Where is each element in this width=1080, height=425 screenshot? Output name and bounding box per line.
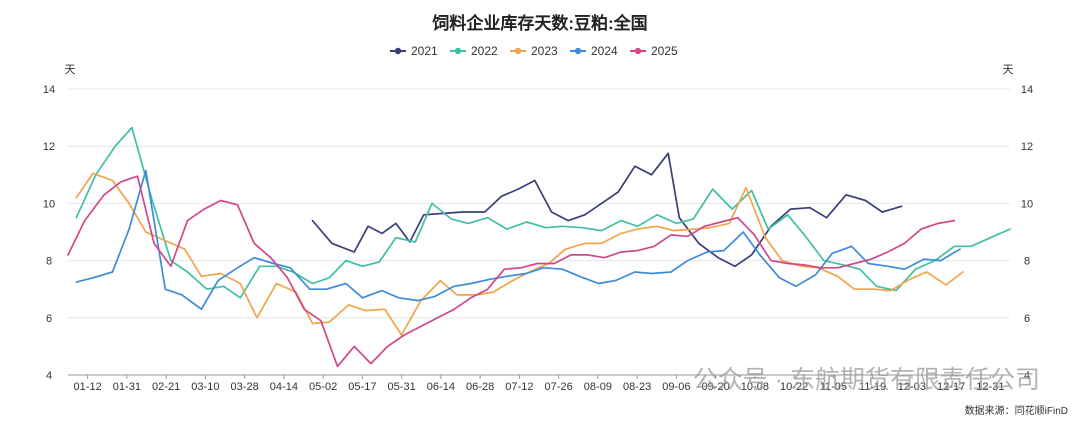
x-tick-label: 08-23 — [623, 381, 651, 393]
y-tick-label-left: 14 — [43, 84, 55, 96]
x-tick-label: 12-17 — [937, 381, 965, 393]
watermark-text: 公众号 · 东航期货有限责任公司 — [693, 366, 1040, 394]
x-tick-label: 08-09 — [584, 381, 612, 393]
legend-marker — [574, 47, 582, 55]
y-tick-label-right: 10 — [1021, 198, 1033, 210]
y-tick-label-left: 6 — [46, 313, 52, 325]
legend-item-2024: 2024 — [570, 44, 618, 58]
x-tick-label: 12-03 — [898, 381, 926, 393]
y-axis-left: 4 6 8 10 12 14 — [43, 84, 55, 382]
x-tick-label: 10-08 — [741, 381, 769, 393]
legend-marker — [394, 47, 402, 55]
chart-title: 饲料企业库存天数:豆粕:全国 — [431, 13, 647, 33]
legend-label: 2021 — [411, 44, 438, 58]
legend-label: 2022 — [471, 44, 498, 58]
series-group — [67, 126, 1011, 368]
y-tick-label-right: 4 — [1024, 370, 1030, 382]
legend-marker — [634, 47, 642, 55]
y-tick-label-left: 12 — [43, 141, 55, 153]
y-tick-label-right: 14 — [1021, 84, 1033, 96]
x-tick-label: 12-31 — [976, 381, 1004, 393]
source-note: 数据来源：同花顺iFinD — [965, 404, 1068, 417]
x-tick-label: 09-20 — [702, 381, 730, 393]
x-tick-label: 11-19 — [859, 381, 886, 393]
y-tick-label-left: 4 — [46, 370, 52, 382]
y-tick-label-left: 10 — [43, 198, 55, 210]
legend-label: 2023 — [531, 44, 558, 58]
x-tick-label: 01-31 — [113, 381, 141, 393]
y-tick-label-right: 6 — [1024, 313, 1030, 325]
x-tick-label: 10-22 — [780, 381, 808, 393]
right-axis-unit: 天 — [1003, 64, 1014, 76]
y-tick-label-right: 12 — [1021, 141, 1033, 153]
y-tick-label-left: 8 — [46, 256, 52, 268]
x-tick-label: 07-26 — [545, 381, 573, 393]
x-tick-label: 11-05 — [820, 381, 847, 393]
x-tick-label: 05-02 — [309, 381, 337, 393]
x-axis: 01-12 01-31 02-21 03-10 03-28 04-14 05-02 05-17… — [74, 375, 1004, 393]
x-tick-label: 09-06 — [662, 381, 690, 393]
x-tick-label: 06-28 — [466, 381, 494, 393]
left-axis-unit: 天 — [65, 64, 76, 76]
legend-item-2021: 2021 — [390, 44, 438, 58]
gridlines — [68, 88, 1010, 376]
legend-label: 2025 — [651, 44, 678, 58]
legend-marker — [514, 47, 522, 55]
legend-label: 2024 — [591, 44, 618, 58]
x-tick-label: 04-14 — [270, 381, 298, 393]
x-tick-label: 01-12 — [74, 381, 102, 393]
x-tick-label: 05-17 — [348, 381, 376, 393]
series-line-2022 — [75, 126, 1011, 299]
x-tick-label: 03-28 — [231, 381, 259, 393]
y-tick-label-right: 8 — [1024, 256, 1030, 268]
series-line-2021 — [311, 152, 903, 268]
legend: 2021 2022 2023 2024 2025 — [390, 44, 678, 58]
legend-item-2023: 2023 — [510, 44, 558, 58]
legend-marker — [454, 47, 462, 55]
legend-item-2025: 2025 — [630, 44, 678, 58]
y-axis-right: 4 6 8 10 12 14 — [1021, 84, 1033, 382]
x-tick-label: 02-21 — [152, 381, 180, 393]
x-tick-label: 03-10 — [191, 381, 219, 393]
x-tick-label: 06-14 — [427, 381, 455, 393]
series-line-2024 — [75, 169, 961, 311]
series-line-2023 — [75, 172, 964, 336]
legend-item-2022: 2022 — [450, 44, 498, 58]
series-line-2025 — [67, 175, 956, 368]
x-tick-label: 07-12 — [505, 381, 533, 393]
x-tick-label: 05-31 — [388, 381, 416, 393]
